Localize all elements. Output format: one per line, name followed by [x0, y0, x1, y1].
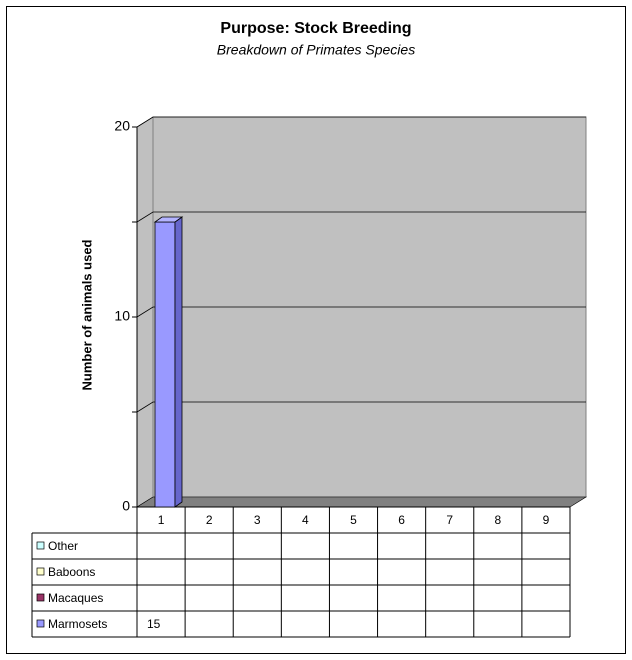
grid-line	[136, 211, 586, 223]
legend-key	[36, 593, 45, 602]
y-tick-label: 20	[114, 118, 130, 134]
bar-top	[153, 216, 184, 223]
x-tick-label: 4	[302, 513, 309, 527]
legend-label: Other	[48, 539, 78, 553]
x-tick-label: 8	[494, 513, 501, 527]
floor	[135, 496, 588, 508]
x-tick-label: 1	[158, 513, 165, 527]
legend-key	[36, 541, 45, 550]
legend-label: Marmosets	[48, 617, 107, 631]
x-tick-label: 2	[206, 513, 213, 527]
bar-side	[174, 216, 183, 508]
x-tick-label: 9	[543, 513, 550, 527]
bar-front	[154, 221, 176, 508]
legend-label: Macaques	[48, 591, 103, 605]
chart-title: Purpose: Stock Breeding	[220, 20, 411, 37]
legend-key	[36, 567, 45, 576]
table-value: 15	[147, 617, 161, 631]
grid-line	[136, 401, 586, 413]
legend-label: Baboons	[48, 565, 95, 579]
legend-key	[36, 619, 45, 628]
y-axis-label: Number of animals used	[79, 239, 94, 390]
chart-subtitle: Breakdown of Primates Species	[217, 42, 415, 58]
x-tick-label: 5	[350, 513, 357, 527]
y-tick-label: 10	[114, 308, 130, 324]
x-tick-label: 6	[398, 513, 405, 527]
x-tick-label: 7	[446, 513, 453, 527]
x-tick-label: 3	[254, 513, 261, 527]
y-tick-label: 0	[122, 498, 130, 514]
grid-line	[136, 116, 586, 128]
grid-line	[136, 306, 586, 318]
